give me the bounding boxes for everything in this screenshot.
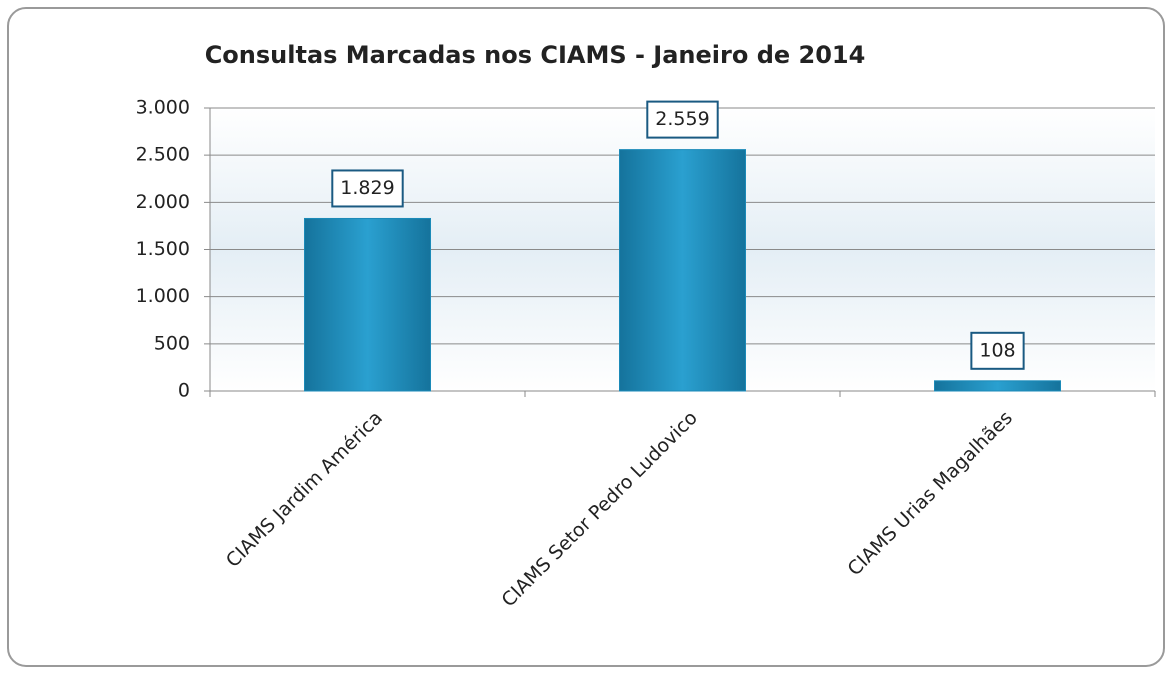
y-tick-label: 3.000 — [136, 97, 190, 119]
value-label: 1.829 — [340, 177, 394, 199]
y-tick-label: 2.000 — [136, 191, 190, 213]
y-tick-label: 1.500 — [136, 238, 190, 260]
value-label-box — [970, 331, 1025, 370]
y-tick-label: 2.500 — [136, 144, 190, 166]
bar — [619, 149, 746, 392]
value-label: 108 — [979, 339, 1015, 361]
y-tick-label: 1.000 — [136, 285, 190, 307]
value-label: 2.559 — [655, 108, 709, 130]
bar — [304, 217, 431, 392]
value-label-box — [646, 100, 719, 139]
y-tick-label: 500 — [154, 332, 190, 354]
chart-title: Consultas Marcadas nos CIAMS - Janeiro d… — [205, 41, 866, 69]
value-label-box — [331, 169, 404, 208]
y-tick-label: 0 — [178, 380, 190, 402]
bar — [934, 380, 1061, 392]
